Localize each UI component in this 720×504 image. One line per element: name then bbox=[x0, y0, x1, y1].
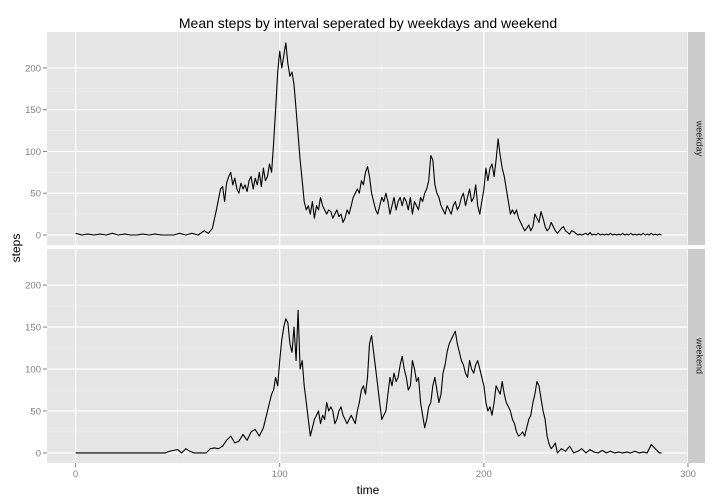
panel-weekday: weekday bbox=[47, 32, 705, 245]
y-tick-label: 0 bbox=[36, 448, 41, 459]
y-tick-label: 100 bbox=[25, 147, 41, 158]
facet-strip-label: weekend bbox=[695, 337, 705, 374]
y-axis-weekend: 0 50 100 150 200 bbox=[25, 281, 47, 459]
panel-weekend: weekend bbox=[47, 249, 705, 463]
facet-strip-label: weekday bbox=[695, 120, 705, 157]
y-tick-label: 50 bbox=[30, 406, 41, 417]
y-tick-label: 150 bbox=[25, 105, 41, 116]
facet-strip bbox=[688, 249, 705, 463]
x-axis-title: time bbox=[357, 483, 380, 497]
y-tick-label: 200 bbox=[25, 63, 41, 74]
x-tick-label: 0 bbox=[73, 469, 78, 480]
x-tick-label: 300 bbox=[680, 469, 696, 480]
x-tick-label: 200 bbox=[476, 469, 492, 480]
series-line-weekday bbox=[75, 42, 662, 236]
panel-gridlines bbox=[47, 32, 689, 245]
panel-background bbox=[47, 249, 688, 463]
y-tick-label: 50 bbox=[30, 189, 41, 200]
x-axis: 0 100 200 300 bbox=[73, 463, 696, 480]
y-axis-weekday: 0 50 100 150 200 bbox=[25, 63, 47, 241]
series-line-weekend bbox=[75, 309, 662, 454]
y-tick-label: 0 bbox=[36, 230, 41, 241]
y-tick-label: 200 bbox=[25, 281, 41, 292]
x-tick-label: 100 bbox=[272, 469, 288, 480]
facet-strip bbox=[688, 32, 705, 245]
y-tick-label: 100 bbox=[25, 365, 41, 376]
y-tick-label: 150 bbox=[25, 323, 41, 334]
y-axis-title: steps bbox=[9, 234, 23, 263]
panel-background bbox=[47, 32, 688, 245]
chart-title: Mean steps by interval seperated by week… bbox=[179, 15, 557, 31]
